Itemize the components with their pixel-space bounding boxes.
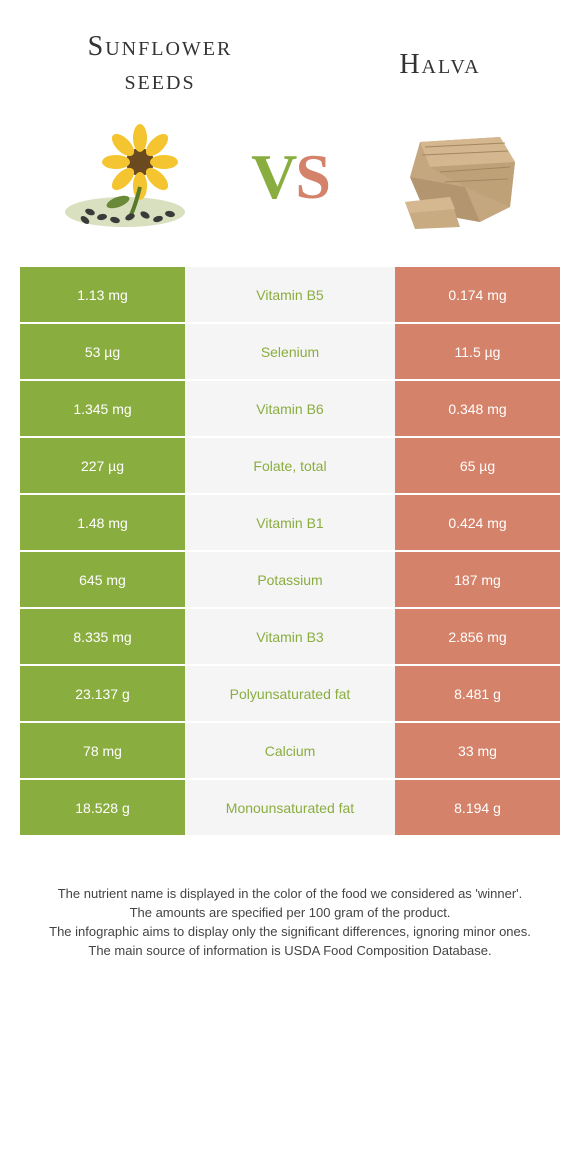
footer-line: The nutrient name is displayed in the co… <box>35 885 545 904</box>
header: Sunflower seeds Halva <box>0 0 580 117</box>
nutrient-label: Calcium <box>185 723 395 778</box>
table-row: 1.13 mgVitamin B50.174 mg <box>20 267 560 322</box>
halva-image <box>370 117 540 237</box>
right-value: 0.174 mg <box>395 267 560 322</box>
sunflower-icon <box>40 117 210 237</box>
right-value: 187 mg <box>395 552 560 607</box>
right-value: 65 µg <box>395 438 560 493</box>
right-value: 33 mg <box>395 723 560 778</box>
halva-icon <box>370 117 540 237</box>
left-value: 1.345 mg <box>20 381 185 436</box>
right-value: 0.424 mg <box>395 495 560 550</box>
table-row: 23.137 gPolyunsaturated fat8.481 g <box>20 666 560 721</box>
nutrient-label: Vitamin B6 <box>185 381 395 436</box>
right-value: 0.348 mg <box>395 381 560 436</box>
left-value: 18.528 g <box>20 780 185 835</box>
nutrient-label: Polyunsaturated fat <box>185 666 395 721</box>
nutrient-label: Vitamin B5 <box>185 267 395 322</box>
nutrient-table: 1.13 mgVitamin B50.174 mg53 µgSelenium11… <box>20 267 560 835</box>
nutrient-label: Monounsaturated fat <box>185 780 395 835</box>
table-row: 18.528 gMonounsaturated fat8.194 g <box>20 780 560 835</box>
left-value: 53 µg <box>20 324 185 379</box>
left-value: 8.335 mg <box>20 609 185 664</box>
vs-badge: VS <box>251 140 329 214</box>
left-value: 227 µg <box>20 438 185 493</box>
nutrient-label: Potassium <box>185 552 395 607</box>
nutrient-label: Vitamin B1 <box>185 495 395 550</box>
left-value: 1.48 mg <box>20 495 185 550</box>
nutrient-label: Folate, total <box>185 438 395 493</box>
vs-s-letter: S <box>295 141 329 212</box>
footer-line: The main source of information is USDA F… <box>35 942 545 961</box>
footer-notes: The nutrient name is displayed in the co… <box>0 865 580 960</box>
table-row: 1.48 mgVitamin B10.424 mg <box>20 495 560 550</box>
right-value: 11.5 µg <box>395 324 560 379</box>
table-row: 53 µgSelenium11.5 µg <box>20 324 560 379</box>
table-row: 78 mgCalcium33 mg <box>20 723 560 778</box>
nutrient-label: Vitamin B3 <box>185 609 395 664</box>
right-value: 2.856 mg <box>395 609 560 664</box>
right-value: 8.194 g <box>395 780 560 835</box>
table-row: 645 mgPotassium187 mg <box>20 552 560 607</box>
left-value: 1.13 mg <box>20 267 185 322</box>
left-food-title: Sunflower seeds <box>50 30 270 97</box>
left-value: 23.137 g <box>20 666 185 721</box>
sunflower-image <box>40 117 210 237</box>
footer-line: The amounts are specified per 100 gram o… <box>35 904 545 923</box>
vs-v-letter: V <box>251 141 295 212</box>
images-row: VS <box>0 117 580 267</box>
footer-line: The infographic aims to display only the… <box>35 923 545 942</box>
nutrient-label: Selenium <box>185 324 395 379</box>
right-value: 8.481 g <box>395 666 560 721</box>
table-row: 227 µgFolate, total65 µg <box>20 438 560 493</box>
left-value: 78 mg <box>20 723 185 778</box>
right-food-title: Halva <box>350 30 530 82</box>
table-row: 8.335 mgVitamin B32.856 mg <box>20 609 560 664</box>
left-value: 645 mg <box>20 552 185 607</box>
table-row: 1.345 mgVitamin B60.348 mg <box>20 381 560 436</box>
